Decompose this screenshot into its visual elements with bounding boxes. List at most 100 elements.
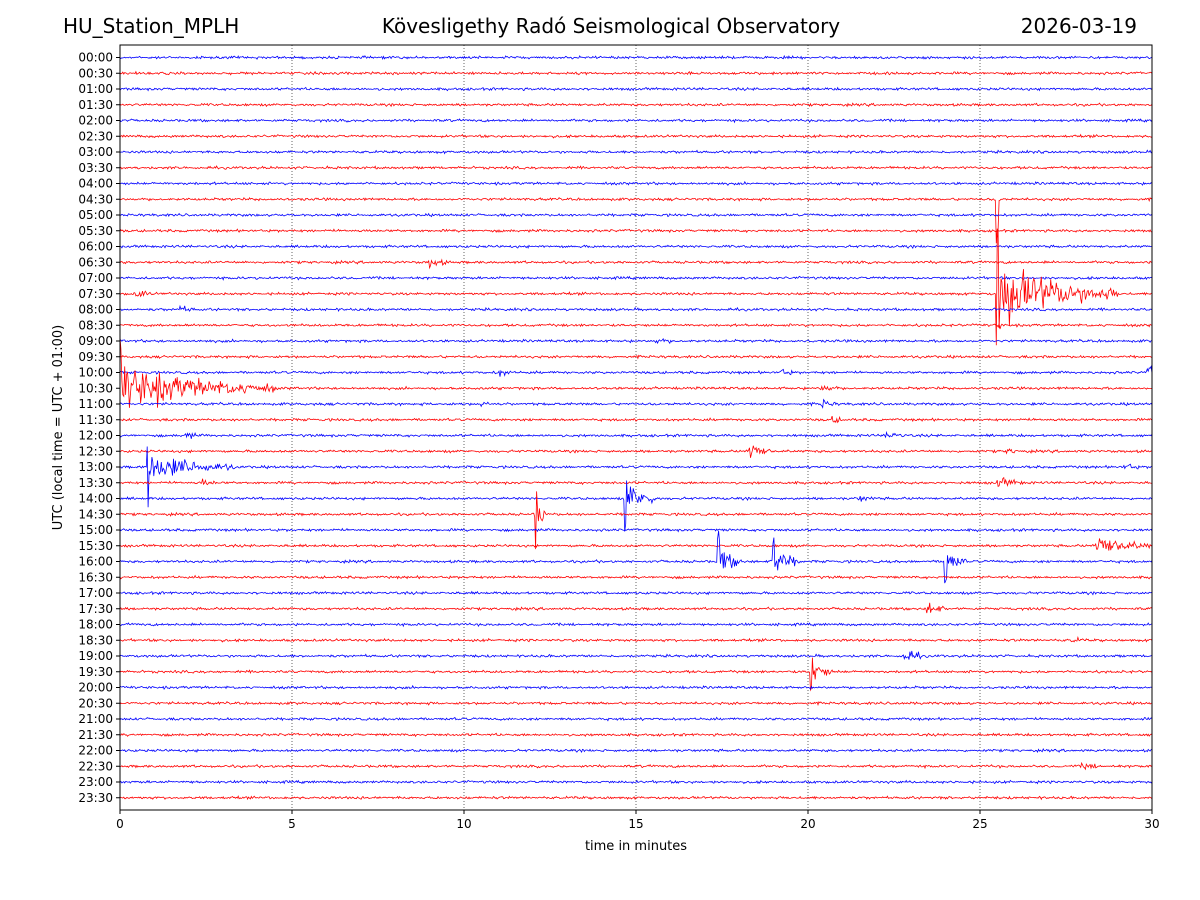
x-tick-label: 0 [116, 817, 124, 831]
x-tick-label: 15 [628, 817, 643, 831]
y-tick-label: 22:00 [78, 744, 113, 758]
y-tick-label: 11:30 [78, 413, 113, 427]
y-tick-label: 07:00 [78, 271, 113, 285]
y-tick-label: 05:30 [78, 224, 113, 238]
y-tick-label: 10:00 [78, 366, 113, 380]
trace-1630 [119, 574, 1153, 580]
y-tick-label: 07:30 [78, 287, 113, 301]
trace-2330 [119, 795, 1153, 801]
trace-1800 [119, 622, 1153, 628]
x-axis-ticks: 0 5 10 15 20 25 30 [116, 810, 1160, 831]
y-tick-label: 23:00 [78, 775, 113, 789]
trace-1500 [119, 527, 1153, 533]
y-tick-label: 20:30 [78, 696, 113, 710]
trace-2200 [119, 747, 1153, 754]
x-tick-label: 5 [288, 817, 296, 831]
x-tick-label: 20 [800, 817, 815, 831]
trace-0530 [119, 228, 1153, 234]
y-tick-label: 08:30 [78, 318, 113, 332]
y-tick-label: 06:00 [78, 240, 113, 254]
y-tick-label: 21:30 [78, 728, 113, 742]
y-tick-label: 05:00 [78, 208, 113, 222]
chart-date: 2026-03-19 [1020, 14, 1137, 38]
y-tick-label: 09:00 [78, 334, 113, 348]
y-tick-label: 16:00 [78, 555, 113, 569]
y-tick-label: 11:00 [78, 397, 113, 411]
trace-1130 [119, 415, 1153, 424]
y-tick-label: 19:30 [78, 665, 113, 679]
trace-0130 [119, 102, 1153, 108]
seismic-traces [119, 54, 1153, 801]
trace-1230 [119, 445, 1153, 458]
x-axis-label: time in minutes [585, 839, 687, 854]
y-tick-label: 23:30 [78, 791, 113, 805]
y-tick-label: 09:30 [78, 350, 113, 364]
trace-0230 [119, 133, 1153, 139]
y-tick-label: 19:00 [78, 649, 113, 663]
trace-1900 [119, 650, 1153, 661]
station-name: HU_Station_MPLH [63, 14, 240, 38]
y-tick-label: 18:00 [78, 618, 113, 632]
y-tick-label: 15:30 [78, 539, 113, 553]
trace-0430 [119, 196, 1153, 244]
trace-0330 [119, 165, 1153, 170]
y-tick-label: 10:30 [78, 381, 113, 395]
x-tick-label: 10 [456, 817, 471, 831]
x-tick-label: 25 [972, 817, 987, 831]
y-tick-label: 02:00 [78, 114, 113, 128]
trace-1730 [119, 602, 1153, 614]
y-tick-label: 14:00 [78, 492, 113, 506]
y-tick-label: 17:30 [78, 602, 113, 616]
y-tick-label: 20:00 [78, 681, 113, 695]
trace-1430 [120, 491, 1153, 550]
trace-1600 [119, 530, 1153, 584]
trace-1330 [119, 476, 1153, 488]
y-tick-label: 13:00 [78, 460, 113, 474]
trace-1700 [119, 590, 1153, 596]
x-tick-label: 30 [1144, 817, 1159, 831]
trace-1400 [119, 480, 1153, 532]
y-tick-label: 01:30 [78, 98, 113, 112]
trace-0500 [119, 212, 1153, 218]
y-tick-label: 21:00 [78, 712, 113, 726]
y-tick-label: 00:00 [78, 51, 113, 65]
trace-1830 [119, 635, 1153, 643]
y-tick-label: 14:30 [78, 507, 113, 521]
y-tick-label: 02:30 [78, 129, 113, 143]
y-tick-label: 04:00 [78, 177, 113, 191]
trace-1530 [119, 538, 1153, 551]
y-tick-label: 16:30 [78, 570, 113, 584]
y-tick-label: 00:30 [78, 66, 113, 80]
y-tick-label: 12:30 [78, 444, 113, 458]
trace-0700 [119, 275, 1153, 281]
trace-1030 [119, 337, 1153, 408]
trace-2000 [119, 684, 1153, 690]
y-tick-label: 15:00 [78, 523, 113, 537]
y-tick-label: 01:00 [78, 82, 113, 96]
trace-1930 [119, 657, 1153, 692]
trace-0730 [119, 229, 1153, 346]
y-tick-label: 12:00 [78, 429, 113, 443]
trace-2030 [119, 700, 1153, 707]
trace-0800 [120, 304, 1153, 312]
trace-2130 [119, 732, 1153, 738]
trace-0830 [119, 322, 1153, 330]
trace-0100 [119, 86, 1153, 92]
trace-0200 [119, 118, 1153, 124]
trace-0000 [119, 54, 1153, 61]
trace-0030 [119, 70, 1153, 76]
y-tick-label: 08:00 [78, 303, 113, 317]
trace-1100 [119, 398, 1153, 409]
y-tick-label: 17:00 [78, 586, 113, 600]
y-tick-label: 03:30 [78, 161, 113, 175]
trace-2300 [119, 779, 1153, 785]
trace-0900 [119, 337, 1153, 345]
trace-0400 [119, 180, 1153, 186]
plot-area [120, 45, 1152, 810]
trace-0600 [119, 244, 1152, 249]
trace-1000 [120, 365, 1153, 377]
trace-1200 [119, 430, 1153, 439]
trace-2230 [120, 761, 1153, 771]
y-tick-label: 06:30 [78, 255, 113, 269]
